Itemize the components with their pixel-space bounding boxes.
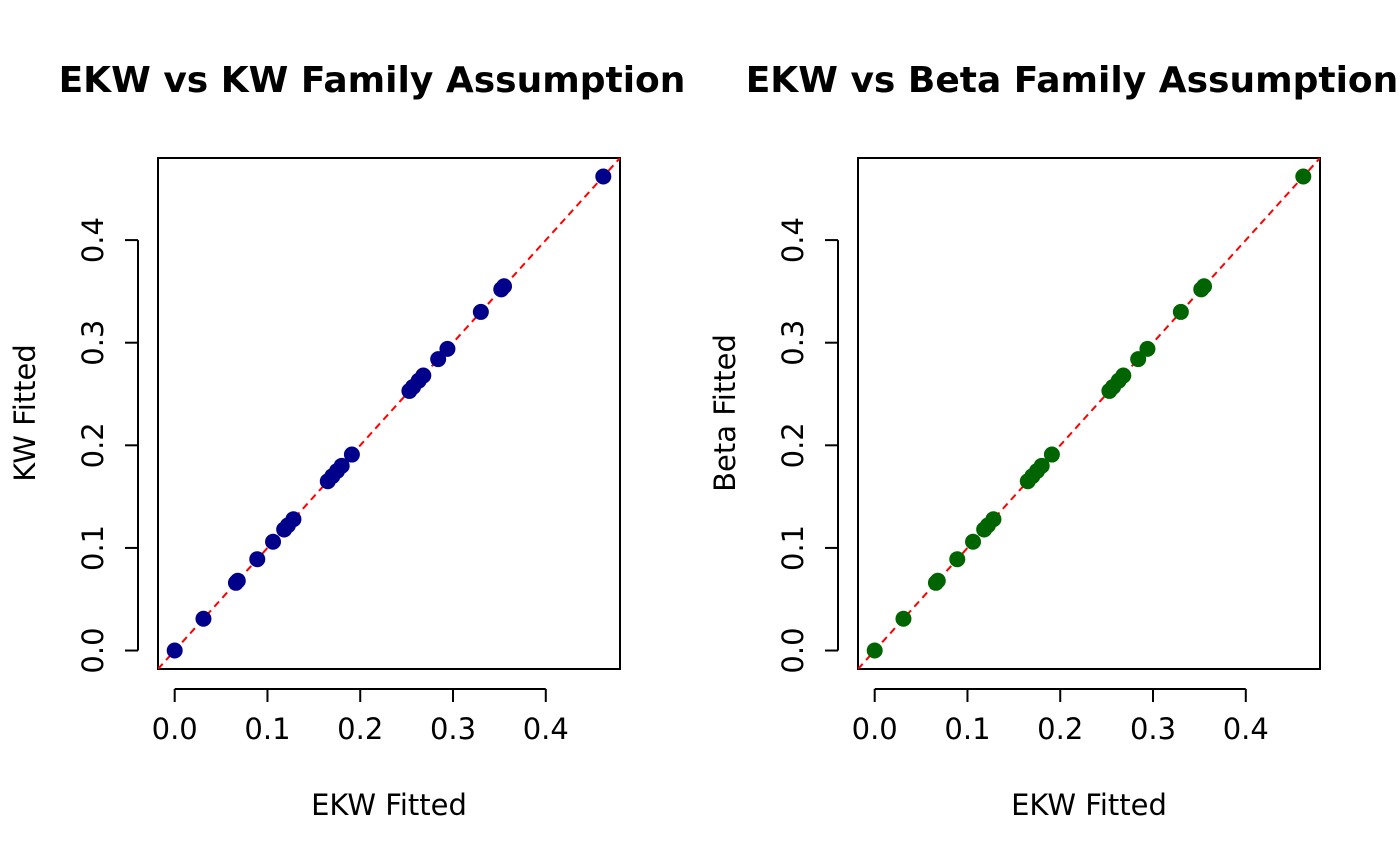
x-tick-label: 0.3 xyxy=(430,712,476,746)
plot-frame xyxy=(157,157,621,670)
plot-area-beta xyxy=(857,157,1321,670)
chart-title: EKW vs Beta Family Assumption xyxy=(746,60,1399,101)
data-point xyxy=(229,572,246,589)
data-point xyxy=(929,572,946,589)
x-tick-label: 0.0 xyxy=(852,712,898,746)
chart-title: EKW vs KW Family Assumption xyxy=(59,60,686,101)
data-layer xyxy=(158,158,620,669)
data-point xyxy=(595,168,612,185)
x-tick-label: 0.1 xyxy=(944,712,990,746)
data-point xyxy=(1172,303,1189,320)
data-point xyxy=(285,511,302,528)
data-point xyxy=(265,533,282,550)
data-point xyxy=(866,642,883,659)
x-tick-label: 0.3 xyxy=(1130,712,1176,746)
data-point xyxy=(333,457,350,474)
x-axis-label: EKW Fitted xyxy=(311,788,467,822)
x-tick-label: 0.2 xyxy=(337,712,383,746)
y-tick-label: 0.2 xyxy=(776,422,810,468)
data-point xyxy=(1196,278,1213,295)
chart-panel-kw: EKW vs KW Family Assumption 0.0 0.1 0.2 0.3… xyxy=(8,60,685,822)
data-point xyxy=(343,446,360,463)
data-point xyxy=(985,511,1002,528)
y-tick-label: 0.4 xyxy=(776,217,810,263)
data-point xyxy=(472,303,489,320)
y-tick-label: 0.2 xyxy=(76,422,110,468)
data-point xyxy=(415,367,432,384)
y-tick-label: 0.1 xyxy=(776,525,810,571)
data-point xyxy=(496,278,513,295)
y-tick-label: 0.0 xyxy=(76,627,110,673)
data-point xyxy=(1033,457,1050,474)
y-tick-label: 0.0 xyxy=(776,627,810,673)
data-point xyxy=(430,351,447,368)
y-axis-label: KW Fitted xyxy=(8,344,42,482)
data-layer xyxy=(858,158,1320,669)
data-point xyxy=(439,340,456,357)
y-axis: 0.0 0.1 0.2 0.3 0.4 xyxy=(76,217,139,674)
chart-panel-beta: EKW vs Beta Family Assumption 0.0 0.1 0.2 0… xyxy=(708,60,1398,822)
y-tick-label: 0.1 xyxy=(76,525,110,571)
data-point xyxy=(1130,351,1147,368)
x-axis-label: EKW Fitted xyxy=(1011,788,1167,822)
plot-frame xyxy=(857,157,1321,670)
data-point xyxy=(1295,168,1312,185)
data-point xyxy=(895,610,912,627)
data-point xyxy=(1139,340,1156,357)
data-point xyxy=(195,610,212,627)
plot-area-kw xyxy=(157,157,621,670)
x-axis: 0.0 0.1 0.2 0.3 0.4 xyxy=(152,688,569,746)
x-tick-label: 0.0 xyxy=(152,712,198,746)
data-point xyxy=(1115,367,1132,384)
data-point xyxy=(1043,446,1060,463)
reference-line xyxy=(858,158,1320,669)
y-tick-label: 0.4 xyxy=(76,217,110,263)
x-tick-label: 0.1 xyxy=(244,712,290,746)
data-point xyxy=(166,642,183,659)
x-tick-label: 0.4 xyxy=(523,712,569,746)
x-tick-label: 0.2 xyxy=(1037,712,1083,746)
reference-line xyxy=(158,158,620,669)
data-point xyxy=(949,551,966,568)
y-axis-label: Beta Fitted xyxy=(708,334,742,492)
y-axis: 0.0 0.1 0.2 0.3 0.4 xyxy=(776,217,839,674)
data-point xyxy=(965,533,982,550)
x-tick-label: 0.4 xyxy=(1223,712,1269,746)
y-tick-label: 0.3 xyxy=(776,320,810,366)
y-tick-label: 0.3 xyxy=(76,320,110,366)
data-point xyxy=(249,551,266,568)
x-axis: 0.0 0.1 0.2 0.3 0.4 xyxy=(852,688,1269,746)
